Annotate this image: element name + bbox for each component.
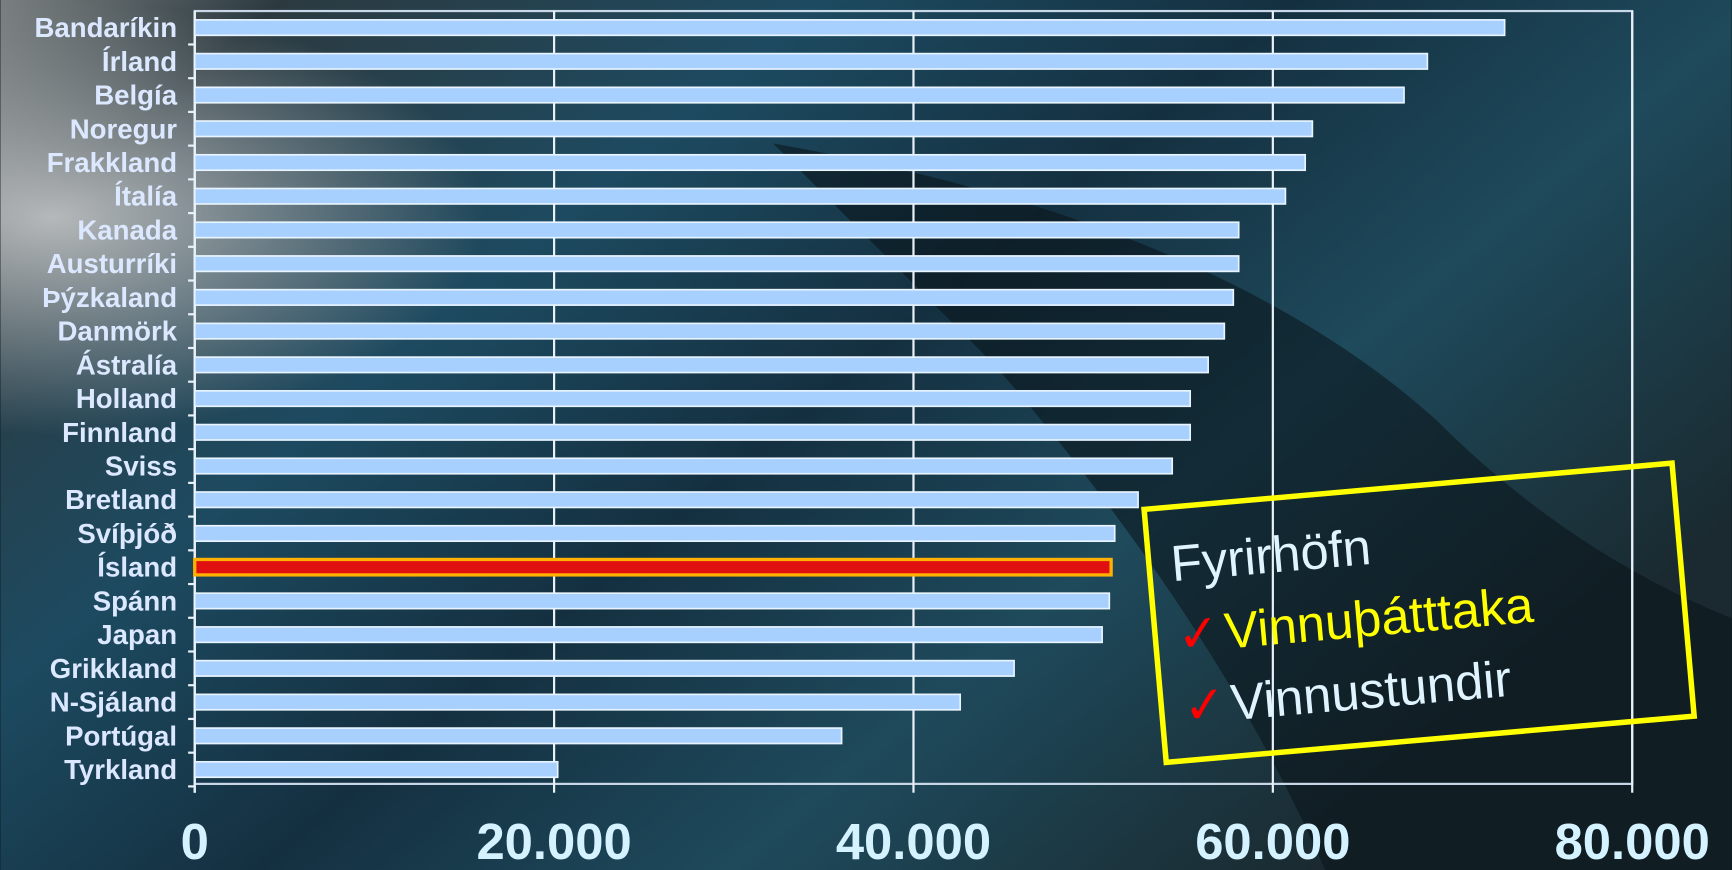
y-tick-label: Írland (102, 46, 177, 77)
y-tick-label: Bretland (65, 484, 177, 515)
bar (193, 390, 1192, 408)
y-tick-label: Grikkland (50, 653, 177, 684)
plot-area: 0 20.000 40.000 60.000 80.000 BandaríkinÍrlan… (34, 9, 1710, 870)
x-tick-label: 40.000 (836, 813, 991, 870)
bar (193, 255, 1240, 273)
bar (193, 491, 1139, 509)
bar (193, 356, 1209, 374)
y-tick-label: Danmörk (57, 316, 177, 347)
y-tick-label: Austurríki (47, 248, 177, 279)
bar (193, 52, 1429, 70)
bar (193, 524, 1116, 543)
y-tick-label: Japan (97, 619, 177, 650)
x-tick-label: 80.000 (1555, 813, 1710, 870)
bar (193, 457, 1174, 475)
y-tick-label: Þýzkaland (42, 282, 177, 313)
check-mark: ✓ (1181, 675, 1228, 735)
y-tick-label: N-Sjáland (50, 687, 177, 718)
y-tick-label: Svíþjóð (77, 518, 177, 549)
bar (193, 187, 1287, 205)
check-mark: ✓ (1175, 603, 1222, 663)
y-tick-label: Finnland (62, 417, 177, 448)
bar (193, 153, 1307, 172)
bar (193, 659, 1015, 677)
y-tick-label: Ísland (97, 552, 177, 583)
y-tick-label: Spánn (93, 585, 177, 616)
y-tick-label: Bandaríkin (34, 12, 177, 43)
bar (193, 693, 962, 711)
y-tick-label: Holland (76, 383, 177, 414)
bar (193, 626, 1103, 644)
bar (193, 423, 1192, 441)
bar (193, 120, 1314, 138)
bar (193, 221, 1240, 239)
bar (193, 592, 1111, 610)
x-tick-label: 60.000 (1195, 813, 1350, 870)
bar (193, 322, 1226, 340)
bar (193, 86, 1405, 104)
bar (193, 760, 559, 779)
y-tick-label: Sviss (105, 451, 177, 482)
y-tick-label: Ítalía (114, 181, 178, 212)
y-tick-label: Frakkland (47, 147, 177, 178)
x-tick-label: 20.000 (476, 813, 631, 870)
bar (193, 557, 1113, 577)
y-tick-label: Ástralía (76, 349, 178, 380)
y-tick-label: Noregur (70, 113, 178, 144)
x-tick-label: 0 (181, 813, 209, 870)
y-tick-label: Tyrkland (64, 754, 177, 785)
y-tick-label: Kanada (77, 214, 177, 245)
bar (193, 288, 1235, 306)
y-tick-label: Portúgal (65, 720, 177, 751)
bar (193, 727, 843, 745)
y-tick-label: Belgía (94, 80, 177, 111)
annotation-frame (1141, 460, 1698, 766)
bar (193, 19, 1506, 37)
